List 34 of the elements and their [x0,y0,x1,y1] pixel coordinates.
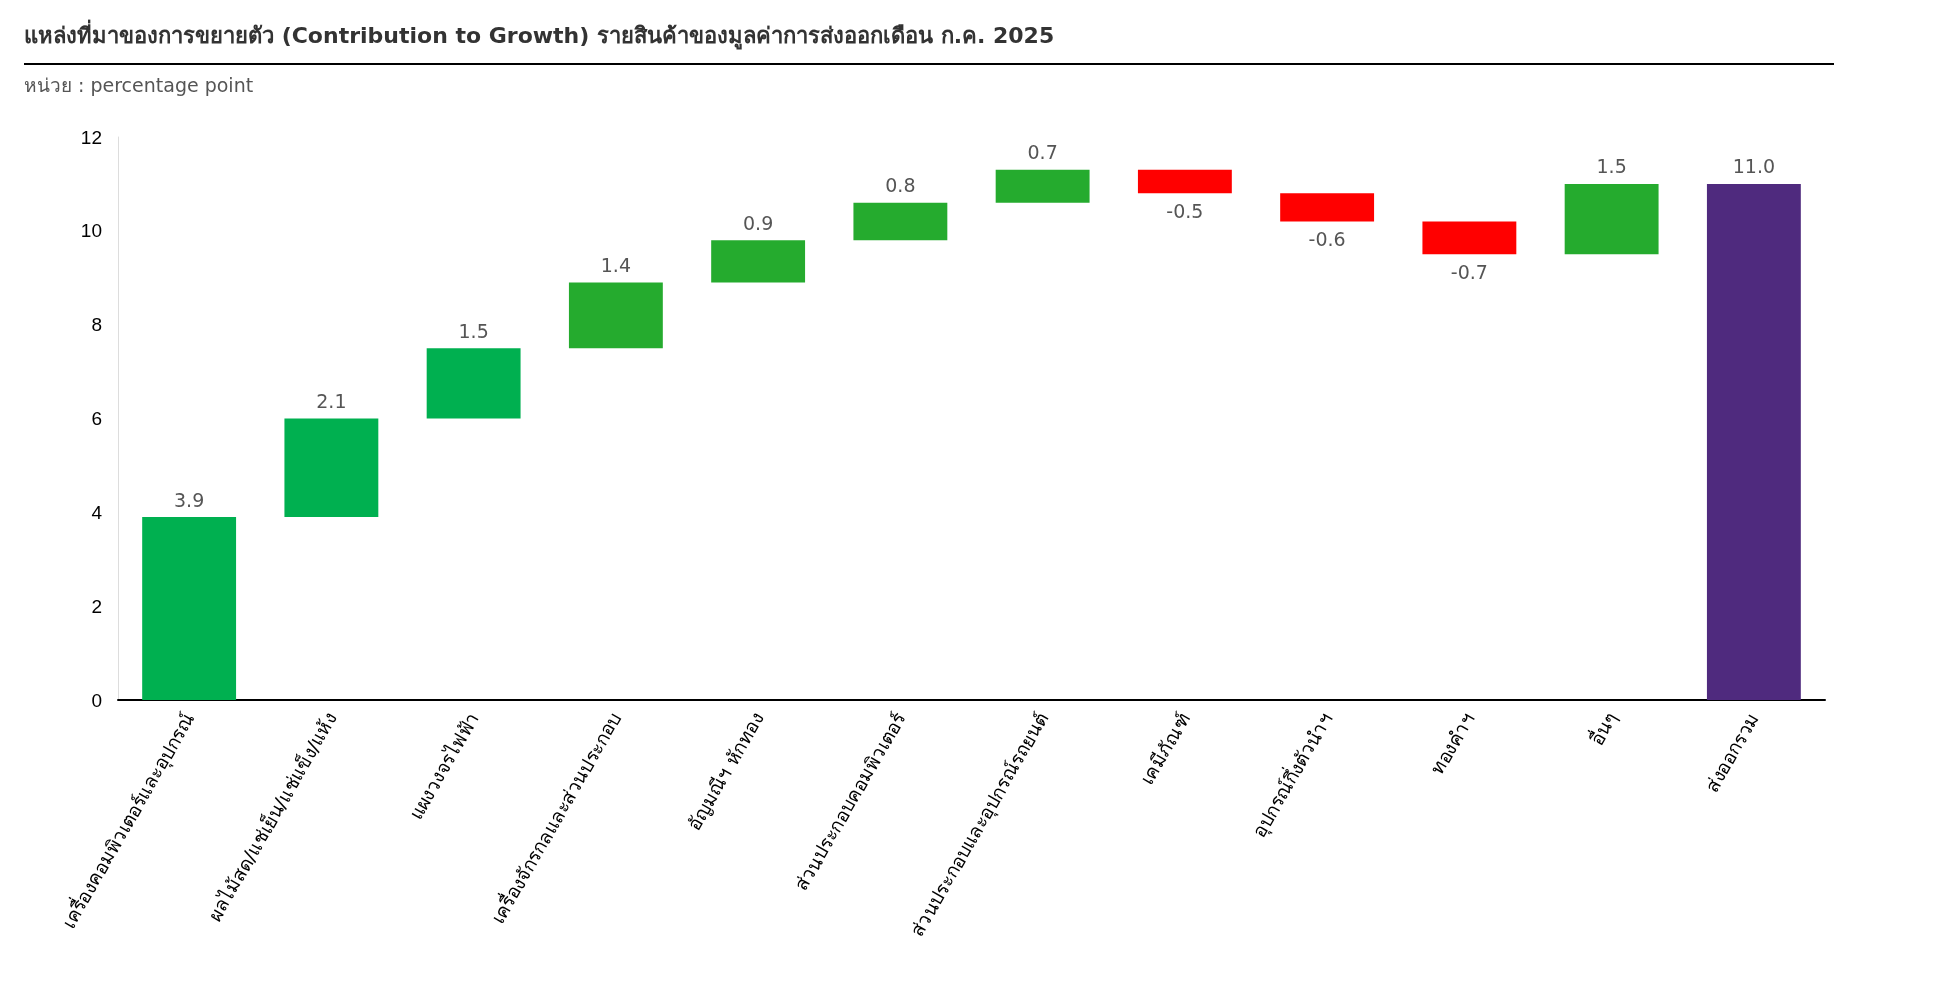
bar [568,282,663,349]
y-tick-label: 12 [80,126,102,148]
y-tick-label: 2 [91,595,102,617]
bar [1564,183,1659,255]
data-label: 0.8 [885,174,916,197]
data-label: -0.7 [1450,260,1488,283]
bar [426,348,521,419]
bar [1280,193,1375,222]
chart-subtitle: หน่วย : percentage point [24,73,254,98]
bar [853,202,948,241]
data-label: -0.5 [1166,199,1204,222]
bar [995,169,1090,203]
data-label: 0.7 [1027,141,1058,164]
y-tick-label: 8 [91,314,102,336]
bar [142,517,237,700]
data-label: 3.9 [174,488,205,511]
y-tick-label: 6 [91,408,102,429]
data-label: 1.4 [600,253,631,276]
data-label: -0.6 [1308,227,1346,250]
y-tick-label: 4 [91,501,103,523]
data-label: 0.9 [743,211,774,234]
bar [284,418,379,518]
data-label: 1.5 [1596,155,1627,178]
y-tick-label: 10 [80,220,102,242]
bar [1706,183,1801,700]
data-label: 1.5 [458,319,489,342]
x-tick-label: อื่นๆ [1583,707,1622,749]
y-tick-label: 0 [91,689,102,711]
chart-title: แหล่งที่มาของการขยายตัว (Contribution to Growth) รายสินค้าของมูลค่าการส่งออกเดือน ก.ค. 2025 [24,18,1834,65]
data-label: 2.1 [316,390,347,412]
data-label: 11.0 [1732,155,1776,178]
bar [1137,169,1232,194]
bar [1422,221,1517,255]
bar [711,240,806,283]
